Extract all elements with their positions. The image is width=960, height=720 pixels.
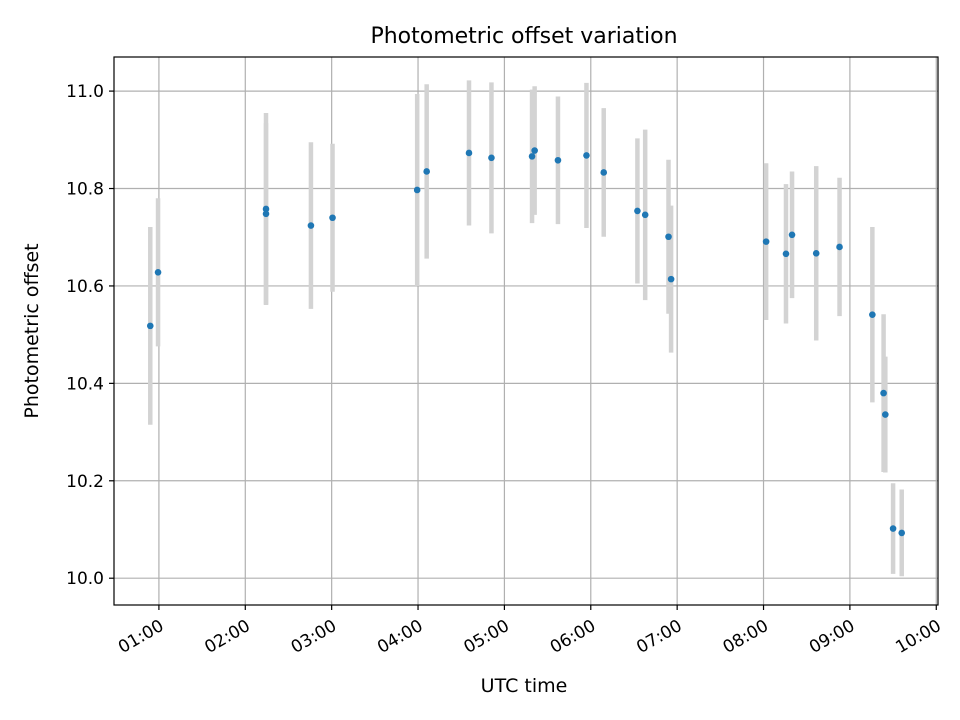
data-point [898,529,906,537]
data-point [307,222,315,229]
grid [114,57,938,605]
chart-title: Photometric offset variation [370,24,677,49]
data-point [880,389,887,397]
data-point [154,269,162,276]
data-point [528,153,536,160]
data-point [600,169,608,176]
y-tick-label: 10.2 [66,472,104,492]
data-point [836,243,843,251]
y-tick-label: 10.0 [66,569,104,589]
data-point [782,250,790,258]
plot-frame [113,56,939,606]
y-axis-label: Photometric offset [21,243,43,418]
y-tick-label: 10.6 [66,277,104,297]
data-points [146,147,906,537]
data-point [882,411,889,418]
y-tick-label: 10.4 [66,374,104,394]
data-point [889,525,897,532]
data-point [554,156,562,164]
data-point [667,275,675,283]
data-point [869,311,876,318]
data-point [583,152,590,159]
y-tick-label: 10.8 [66,180,104,200]
data-point [262,210,270,218]
data-point [812,250,820,257]
data-point [146,322,154,330]
data-point [762,238,770,245]
data-point [465,149,473,157]
data-point [634,207,641,215]
data-point [488,154,495,162]
data-point [423,168,430,175]
y-tick-label: 11.0 [66,82,104,102]
data-point [413,186,421,194]
data-point [665,233,672,241]
x-axis-label: UTC time [481,675,568,697]
data-point [329,214,336,222]
data-point [262,205,270,213]
data-point [641,211,649,219]
data-point [531,147,538,154]
data-point [788,231,796,239]
